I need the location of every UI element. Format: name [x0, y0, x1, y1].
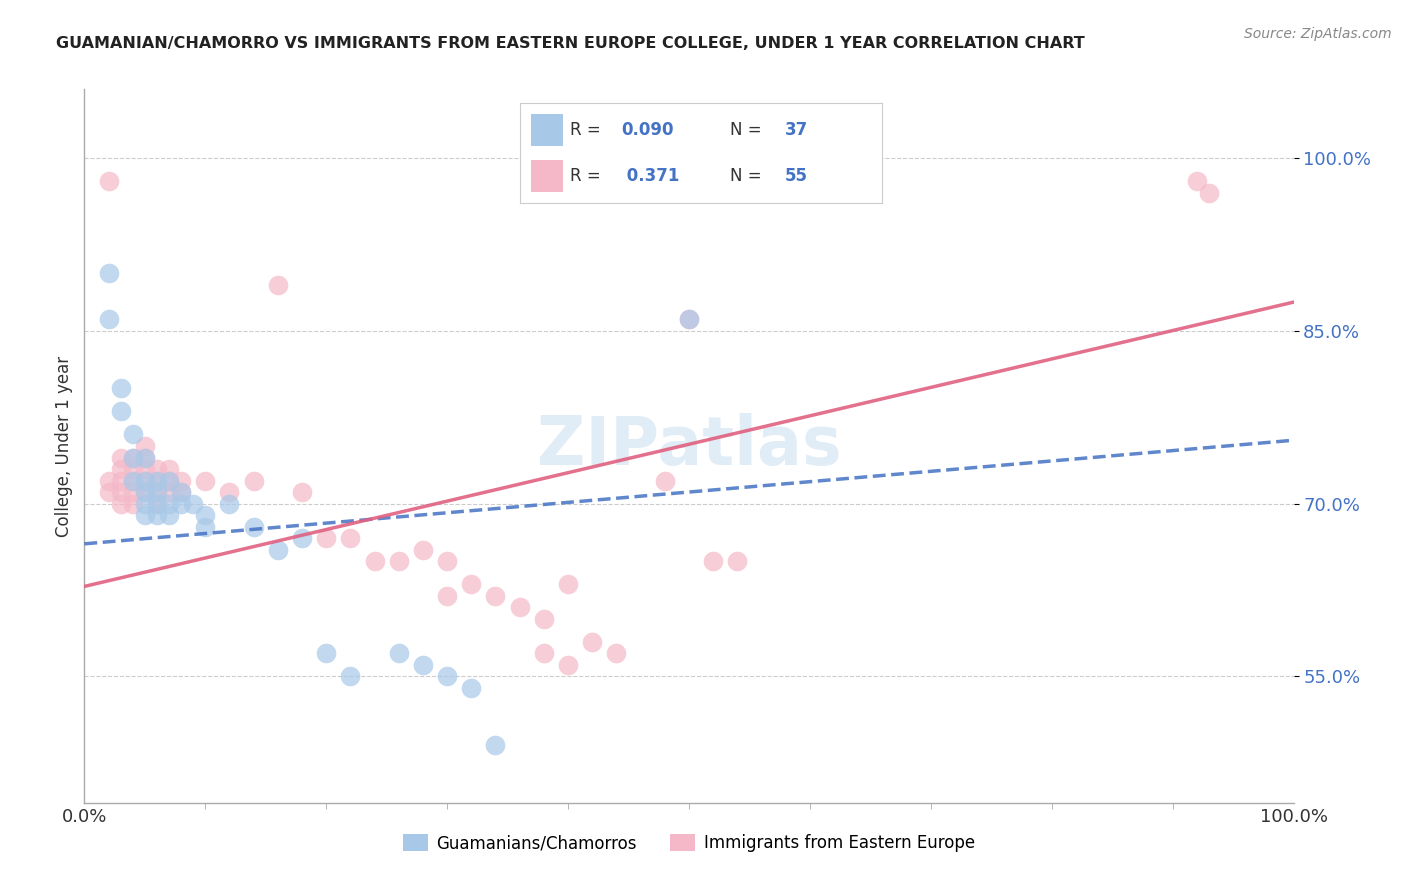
Point	[315, 531, 337, 545]
Point	[1185, 174, 1208, 188]
Point	[436, 669, 458, 683]
Point	[97, 174, 120, 188]
Point	[557, 657, 579, 672]
Point	[134, 497, 156, 511]
Point	[218, 497, 240, 511]
Point	[121, 450, 143, 465]
Point	[267, 542, 290, 557]
Point	[181, 497, 204, 511]
Point	[194, 519, 217, 533]
Point	[484, 738, 506, 752]
Point	[363, 554, 385, 568]
Point	[134, 450, 156, 465]
Point	[194, 508, 217, 522]
Point	[170, 485, 193, 500]
Point	[509, 600, 531, 615]
Point	[110, 462, 132, 476]
Point	[121, 474, 143, 488]
Point	[146, 474, 169, 488]
Point	[242, 519, 264, 533]
Point	[170, 485, 193, 500]
Text: Source: ZipAtlas.com: Source: ZipAtlas.com	[1244, 27, 1392, 41]
Point	[146, 462, 169, 476]
Point	[678, 312, 700, 326]
Point	[134, 474, 156, 488]
Point	[412, 657, 434, 672]
Point	[134, 474, 156, 488]
Point	[460, 577, 482, 591]
Point	[146, 474, 169, 488]
Point	[110, 497, 132, 511]
Point	[654, 474, 676, 488]
Point	[412, 542, 434, 557]
Point	[170, 474, 193, 488]
Point	[97, 266, 120, 280]
Point	[218, 485, 240, 500]
Point	[157, 474, 180, 488]
Point	[146, 497, 169, 511]
Point	[134, 450, 156, 465]
Point	[339, 531, 361, 545]
Point	[484, 589, 506, 603]
Point	[315, 646, 337, 660]
Text: GUAMANIAN/CHAMORRO VS IMMIGRANTS FROM EASTERN EUROPE COLLEGE, UNDER 1 YEAR CORRE: GUAMANIAN/CHAMORRO VS IMMIGRANTS FROM EA…	[56, 36, 1085, 51]
Point	[678, 312, 700, 326]
Point	[134, 485, 156, 500]
Point	[605, 646, 627, 660]
Point	[134, 485, 156, 500]
Point	[242, 474, 264, 488]
Point	[110, 450, 132, 465]
Point	[157, 508, 180, 522]
Point	[533, 612, 555, 626]
Point	[157, 462, 180, 476]
Point	[267, 277, 290, 292]
Point	[110, 485, 132, 500]
Point	[702, 554, 724, 568]
Point	[157, 497, 180, 511]
Point	[121, 462, 143, 476]
Point	[121, 485, 143, 500]
Point	[121, 450, 143, 465]
Point	[134, 462, 156, 476]
Point	[291, 531, 314, 545]
Point	[460, 681, 482, 695]
Point	[157, 474, 180, 488]
Point	[557, 577, 579, 591]
Point	[134, 439, 156, 453]
Legend: Guamanians/Chamorros, Immigrants from Eastern Europe: Guamanians/Chamorros, Immigrants from Ea…	[396, 827, 981, 859]
Point	[121, 474, 143, 488]
Point	[134, 508, 156, 522]
Point	[97, 312, 120, 326]
Point	[146, 485, 169, 500]
Point	[1198, 186, 1220, 200]
Point	[291, 485, 314, 500]
Point	[157, 485, 180, 500]
Point	[388, 554, 411, 568]
Point	[146, 508, 169, 522]
Point	[388, 646, 411, 660]
Point	[97, 474, 120, 488]
Y-axis label: College, Under 1 year: College, Under 1 year	[55, 355, 73, 537]
Point	[110, 474, 132, 488]
Point	[121, 497, 143, 511]
Point	[110, 381, 132, 395]
Point	[436, 554, 458, 568]
Point	[194, 474, 217, 488]
Point	[170, 497, 193, 511]
Point	[146, 485, 169, 500]
Point	[121, 427, 143, 442]
Point	[725, 554, 748, 568]
Text: ZIPatlas: ZIPatlas	[537, 413, 841, 479]
Point	[581, 634, 603, 648]
Point	[110, 404, 132, 418]
Point	[339, 669, 361, 683]
Point	[436, 589, 458, 603]
Point	[533, 646, 555, 660]
Point	[146, 497, 169, 511]
Point	[97, 485, 120, 500]
